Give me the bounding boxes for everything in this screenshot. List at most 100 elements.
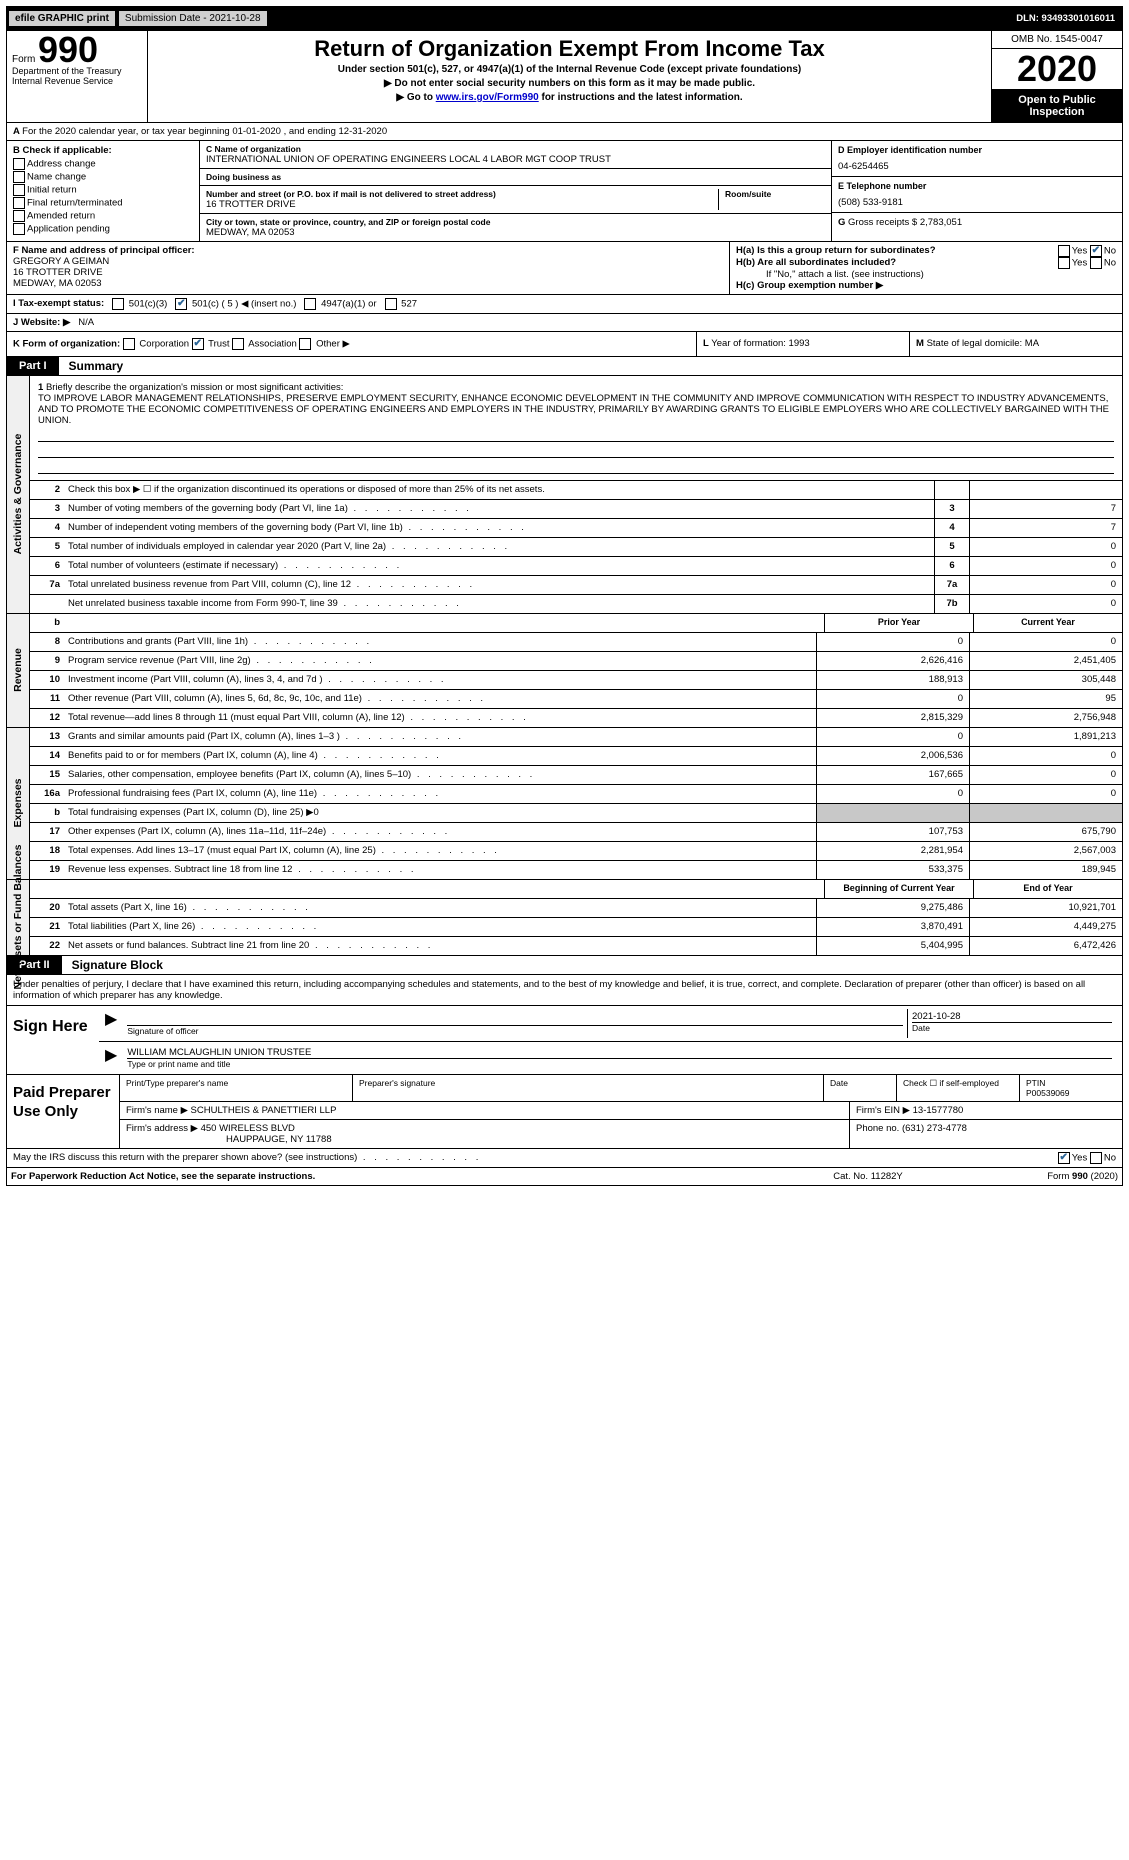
form-label: Form bbox=[12, 54, 35, 65]
chk-initial[interactable]: Initial return bbox=[13, 184, 193, 196]
na-body: Beginning of Current Year End of Year 20… bbox=[30, 880, 1122, 955]
na-section: Net Assets or Fund Balances Beginning of… bbox=[7, 880, 1122, 956]
rev-body: b Prior Year Current Year 8Contributions… bbox=[30, 614, 1122, 727]
gov-row: 3Number of voting members of the governi… bbox=[30, 500, 1122, 519]
sign-here-row: Sign Here ▶ Signature of officer 2021-10… bbox=[7, 1006, 1122, 1075]
chk-address[interactable]: Address change bbox=[13, 158, 193, 170]
col-c: C Name of organization INTERNATIONAL UNI… bbox=[200, 141, 832, 241]
na-row: 22Net assets or fund balances. Subtract … bbox=[30, 937, 1122, 955]
rev-section: Revenue b Prior Year Current Year 8Contr… bbox=[7, 614, 1122, 728]
col-h: H(a) Is this a group return for subordin… bbox=[730, 242, 1122, 294]
gov-row: Net unrelated business taxable income fr… bbox=[30, 595, 1122, 613]
c-street: Number and street (or P.O. box if mail i… bbox=[200, 186, 831, 214]
rev-hdr: b Prior Year Current Year bbox=[30, 614, 1122, 633]
b-header: B Check if applicable: bbox=[13, 145, 193, 156]
irs-link[interactable]: www.irs.gov/Form990 bbox=[436, 92, 539, 103]
omb-number: OMB No. 1545-0047 bbox=[992, 31, 1122, 49]
discuss-row: May the IRS discuss this return with the… bbox=[7, 1149, 1122, 1168]
topbar: efile GRAPHIC print Submission Date - 20… bbox=[6, 6, 1123, 30]
col-f: F Name and address of principal officer:… bbox=[7, 242, 730, 294]
gov-section: Activities & Governance 1 Briefly descri… bbox=[7, 376, 1122, 614]
gov-row: 7aTotal unrelated business revenue from … bbox=[30, 576, 1122, 595]
arrow-icon: ▶ bbox=[105, 1045, 117, 1071]
form-header: Form 990 Department of the Treasury Inte… bbox=[7, 31, 1122, 123]
e-phone: E Telephone number (508) 533-9181 bbox=[832, 177, 1122, 213]
efile-btn[interactable]: efile GRAPHIC print bbox=[8, 10, 116, 27]
row-j: J Website: ▶ N/A bbox=[7, 314, 1122, 332]
row-a: A For the 2020 calendar year, or tax yea… bbox=[7, 123, 1122, 141]
footer: For Paperwork Reduction Act Notice, see … bbox=[7, 1168, 1122, 1185]
gov-row: 6Total number of volunteers (estimate if… bbox=[30, 557, 1122, 576]
g-gross: G Gross receipts $ 2,783,051 bbox=[832, 213, 1122, 241]
c-dba: Doing business as bbox=[200, 169, 831, 186]
penalty-text: Under penalties of perjury, I declare th… bbox=[7, 975, 1122, 1006]
chk-name[interactable]: Name change bbox=[13, 171, 193, 183]
gov-row: 2Check this box ▶ ☐ if the organization … bbox=[30, 481, 1122, 500]
form-number-cell: Form 990 Department of the Treasury Inte… bbox=[7, 31, 148, 122]
form-number: 990 bbox=[38, 29, 98, 70]
exp-section: Expenses 13Grants and similar amounts pa… bbox=[7, 728, 1122, 880]
part1-title: Summary bbox=[59, 359, 124, 373]
chk-pending[interactable]: Application pending bbox=[13, 223, 193, 235]
sign-here-label: Sign Here bbox=[7, 1006, 99, 1074]
preparer-label: Paid Preparer Use Only bbox=[7, 1075, 120, 1148]
row-i: I Tax-exempt status: 501(c)(3) ✔ 501(c) … bbox=[7, 295, 1122, 314]
right-header-cell: OMB No. 1545-0047 2020 Open to Public In… bbox=[992, 31, 1122, 122]
rev-row: 12Total revenue—add lines 8 through 11 (… bbox=[30, 709, 1122, 727]
vtab-rev: Revenue bbox=[7, 614, 30, 727]
exp-row: 19Revenue less expenses. Subtract line 1… bbox=[30, 861, 1122, 879]
na-row: 20Total assets (Part X, line 16)9,275,48… bbox=[30, 899, 1122, 918]
row-klm: K Form of organization: Corporation ✔ Tr… bbox=[7, 332, 1122, 357]
part2-title: Signature Block bbox=[62, 958, 163, 972]
department: Department of the Treasury Internal Reve… bbox=[12, 66, 142, 86]
rev-row: 11Other revenue (Part VIII, column (A), … bbox=[30, 690, 1122, 709]
subtitle-2: ▶ Do not enter social security numbers o… bbox=[153, 78, 986, 89]
gov-body: 1 Briefly describe the organization's mi… bbox=[30, 376, 1122, 613]
title-cell: Return of Organization Exempt From Incom… bbox=[148, 31, 992, 122]
row-fh: F Name and address of principal officer:… bbox=[7, 242, 1122, 295]
tax-year: 2020 bbox=[992, 49, 1122, 90]
part1-header: Part I Summary bbox=[7, 357, 1122, 376]
col-k: K Form of organization: Corporation ✔ Tr… bbox=[7, 332, 697, 356]
exp-row: 14Benefits paid to or for members (Part … bbox=[30, 747, 1122, 766]
exp-row: 13Grants and similar amounts paid (Part … bbox=[30, 728, 1122, 747]
arrow-icon: ▶ bbox=[105, 1009, 117, 1038]
section-bcdeg: B Check if applicable: Address change Na… bbox=[7, 141, 1122, 242]
vtab-na: Net Assets or Fund Balances bbox=[7, 880, 30, 955]
rev-row: 10Investment income (Part VIII, column (… bbox=[30, 671, 1122, 690]
col-deg: D Employer identification number 04-6254… bbox=[832, 141, 1122, 241]
dln: DLN: 93493301016011 bbox=[1016, 13, 1121, 24]
prep-firm: Firm's name ▶ SCHULTHEIS & PANETTIERI LL… bbox=[120, 1102, 1122, 1120]
exp-row: 15Salaries, other compensation, employee… bbox=[30, 766, 1122, 785]
footer-left: For Paperwork Reduction Act Notice, see … bbox=[11, 1171, 768, 1182]
part2-header: Part II Signature Block bbox=[7, 956, 1122, 975]
na-hdr: Beginning of Current Year End of Year bbox=[30, 880, 1122, 899]
exp-body: 13Grants and similar amounts paid (Part … bbox=[30, 728, 1122, 879]
rev-row: 8Contributions and grants (Part VIII, li… bbox=[30, 633, 1122, 652]
vtab-gov: Activities & Governance bbox=[7, 376, 30, 613]
part1-tag: Part I bbox=[7, 357, 59, 375]
col-l: L Year of formation: 1993 bbox=[697, 332, 910, 356]
footer-form: Form 990 (2020) bbox=[968, 1171, 1118, 1182]
gov-row: 5Total number of individuals employed in… bbox=[30, 538, 1122, 557]
na-row: 21Total liabilities (Part X, line 26)3,8… bbox=[30, 918, 1122, 937]
submission-date: Submission Date - 2021-10-28 bbox=[118, 10, 268, 27]
prep-hdr: Print/Type preparer's name Preparer's si… bbox=[120, 1075, 1122, 1102]
preparer-section: Paid Preparer Use Only Print/Type prepar… bbox=[7, 1075, 1122, 1149]
chk-amended[interactable]: Amended return bbox=[13, 210, 193, 222]
form-outer: Form 990 Department of the Treasury Inte… bbox=[6, 30, 1123, 1186]
prep-addr: Firm's address ▶ 450 WIRELESS BLVDHAUPPA… bbox=[120, 1120, 1122, 1148]
exp-row: 16aProfessional fundraising fees (Part I… bbox=[30, 785, 1122, 804]
c-name: C Name of organization INTERNATIONAL UNI… bbox=[200, 141, 831, 169]
exp-row: bTotal fundraising expenses (Part IX, co… bbox=[30, 804, 1122, 823]
col-b: B Check if applicable: Address change Na… bbox=[7, 141, 200, 241]
chk-final[interactable]: Final return/terminated bbox=[13, 197, 193, 209]
col-m: M State of legal domicile: MA bbox=[910, 332, 1122, 356]
form-title: Return of Organization Exempt From Incom… bbox=[153, 36, 986, 62]
d-ein: D Employer identification number 04-6254… bbox=[832, 141, 1122, 177]
subtitle-1: Under section 501(c), 527, or 4947(a)(1)… bbox=[153, 64, 986, 75]
open-inspection: Open to Public Inspection bbox=[992, 90, 1122, 122]
rev-row: 9Program service revenue (Part VIII, lin… bbox=[30, 652, 1122, 671]
exp-row: 17Other expenses (Part IX, column (A), l… bbox=[30, 823, 1122, 842]
c-city: City or town, state or province, country… bbox=[200, 214, 831, 241]
